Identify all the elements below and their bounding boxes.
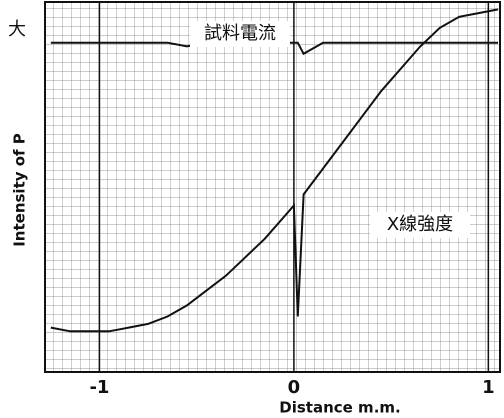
side-label: 大 — [8, 19, 26, 40]
chart: 大 Intensity of P Distance m.m. -1 0 1 試料電流 X… — [0, 0, 504, 418]
x-tick-label: -1 — [89, 377, 109, 398]
x-tick-label: 1 — [482, 377, 495, 398]
x-axis-label: Distance m.m. — [279, 399, 400, 417]
series-label: X線強度 — [387, 214, 453, 235]
y-axis-label: Intensity of P — [11, 133, 29, 247]
x-tick-label: 0 — [288, 377, 301, 398]
plot-area — [45, 2, 500, 372]
series-label: 試料電流 — [204, 23, 276, 44]
